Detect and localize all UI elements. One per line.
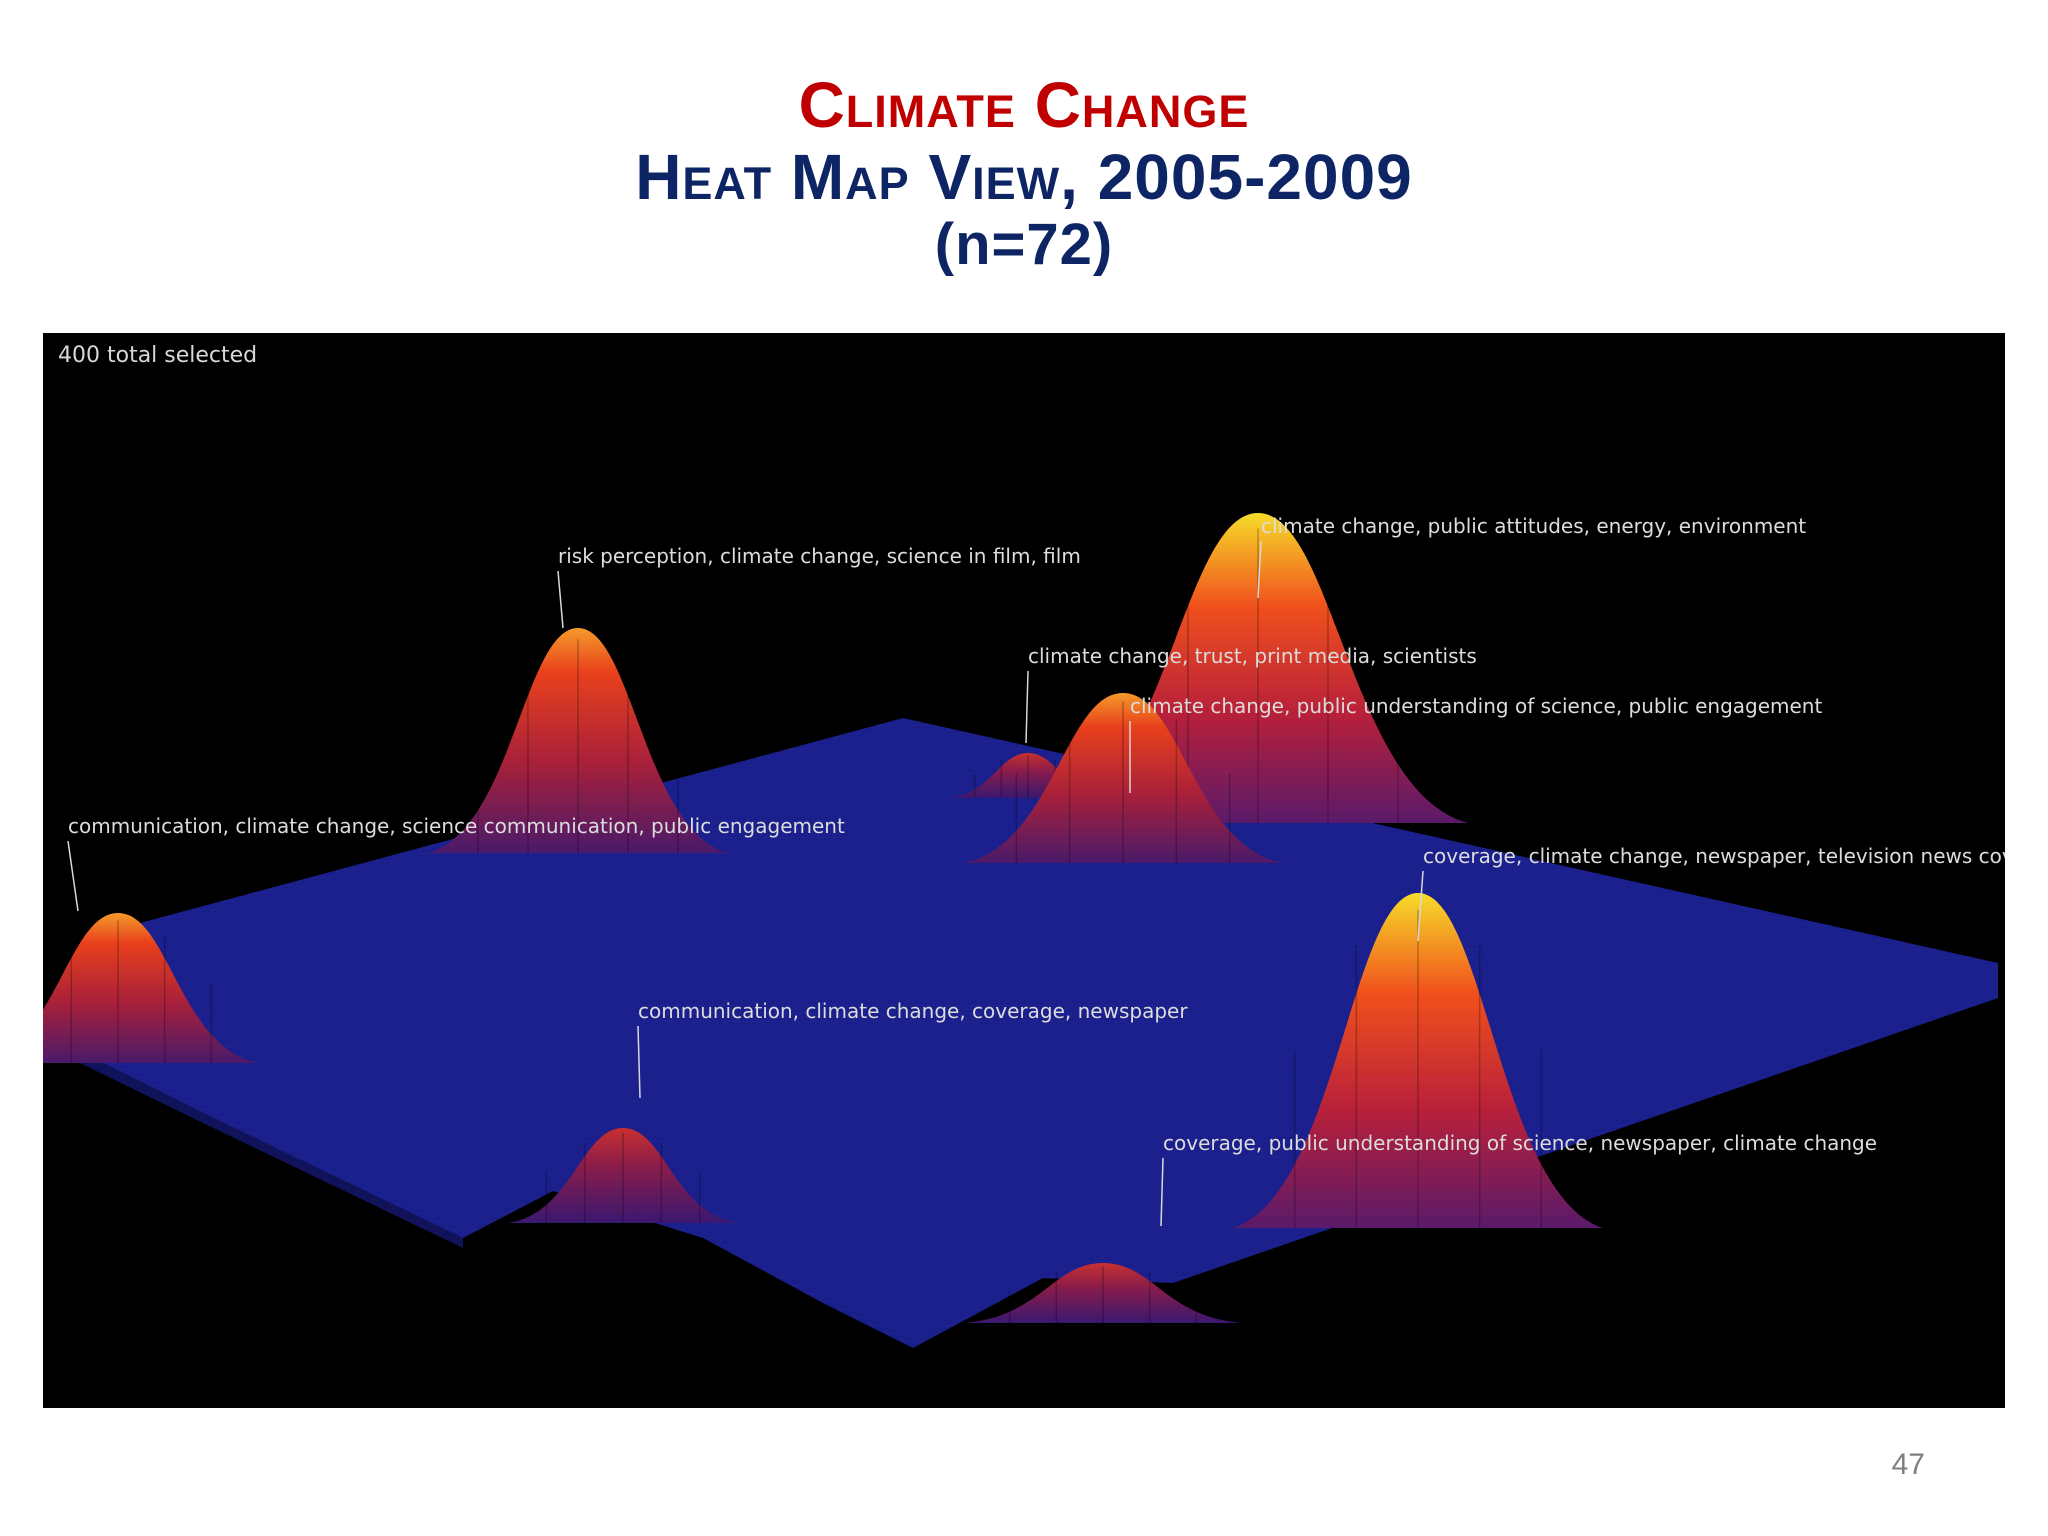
- peak-label-4: climate change, public understanding of …: [1130, 694, 1822, 718]
- selection-status: 400 total selected: [58, 343, 258, 368]
- peak-label-1: risk perception, climate change, science…: [558, 544, 1081, 568]
- page-number: 47: [1891, 1448, 1925, 1481]
- title-line-3: (n=72): [934, 212, 1114, 278]
- plane-group: [43, 718, 1998, 1348]
- title-line-2: Heat Map View, 2005-2009: [635, 140, 1413, 213]
- peak-7: [508, 1128, 738, 1223]
- peaks-group: [43, 513, 1603, 1323]
- peak-label-8: coverage, public understanding of scienc…: [1163, 1131, 1877, 1155]
- peak-4: [963, 693, 1283, 863]
- peak-label-7: communication, climate change, coverage,…: [638, 999, 1188, 1023]
- peak-5: [43, 913, 258, 1063]
- peak-label-5: communication, climate change, science c…: [68, 814, 845, 838]
- heat-map-panel: risk perception, climate change, science…: [43, 333, 2005, 1408]
- peak-leader-3: [1025, 670, 1029, 744]
- peak-label-6: coverage, climate change, newspaper, tel…: [1423, 844, 2005, 868]
- peak-1: [428, 628, 728, 853]
- base-plane-grid: [43, 718, 1998, 1348]
- labels-group: risk perception, climate change, science…: [67, 514, 2005, 1227]
- title-line-1: Climate Change: [798, 69, 1250, 141]
- peak-6: [1233, 893, 1603, 1228]
- peak-label-2: climate change, public attitudes, energy…: [1261, 514, 1806, 538]
- plane-edge: [43, 1033, 463, 1248]
- peak-leader-2: [1257, 540, 1262, 599]
- heat-map-surface: risk perception, climate change, science…: [43, 513, 2005, 1348]
- peak-leader-8: [1160, 1157, 1164, 1227]
- peak-leader-5: [67, 840, 79, 912]
- slide-title: Climate Change Heat Map View, 2005-2009 …: [0, 69, 2048, 278]
- peak-label-3: climate change, trust, print media, scie…: [1028, 644, 1477, 668]
- peak-8: [963, 1263, 1243, 1323]
- peak-leader-7: [637, 1025, 641, 1099]
- peak-leader-6: [1417, 870, 1424, 942]
- peak-leader-1: [557, 570, 564, 629]
